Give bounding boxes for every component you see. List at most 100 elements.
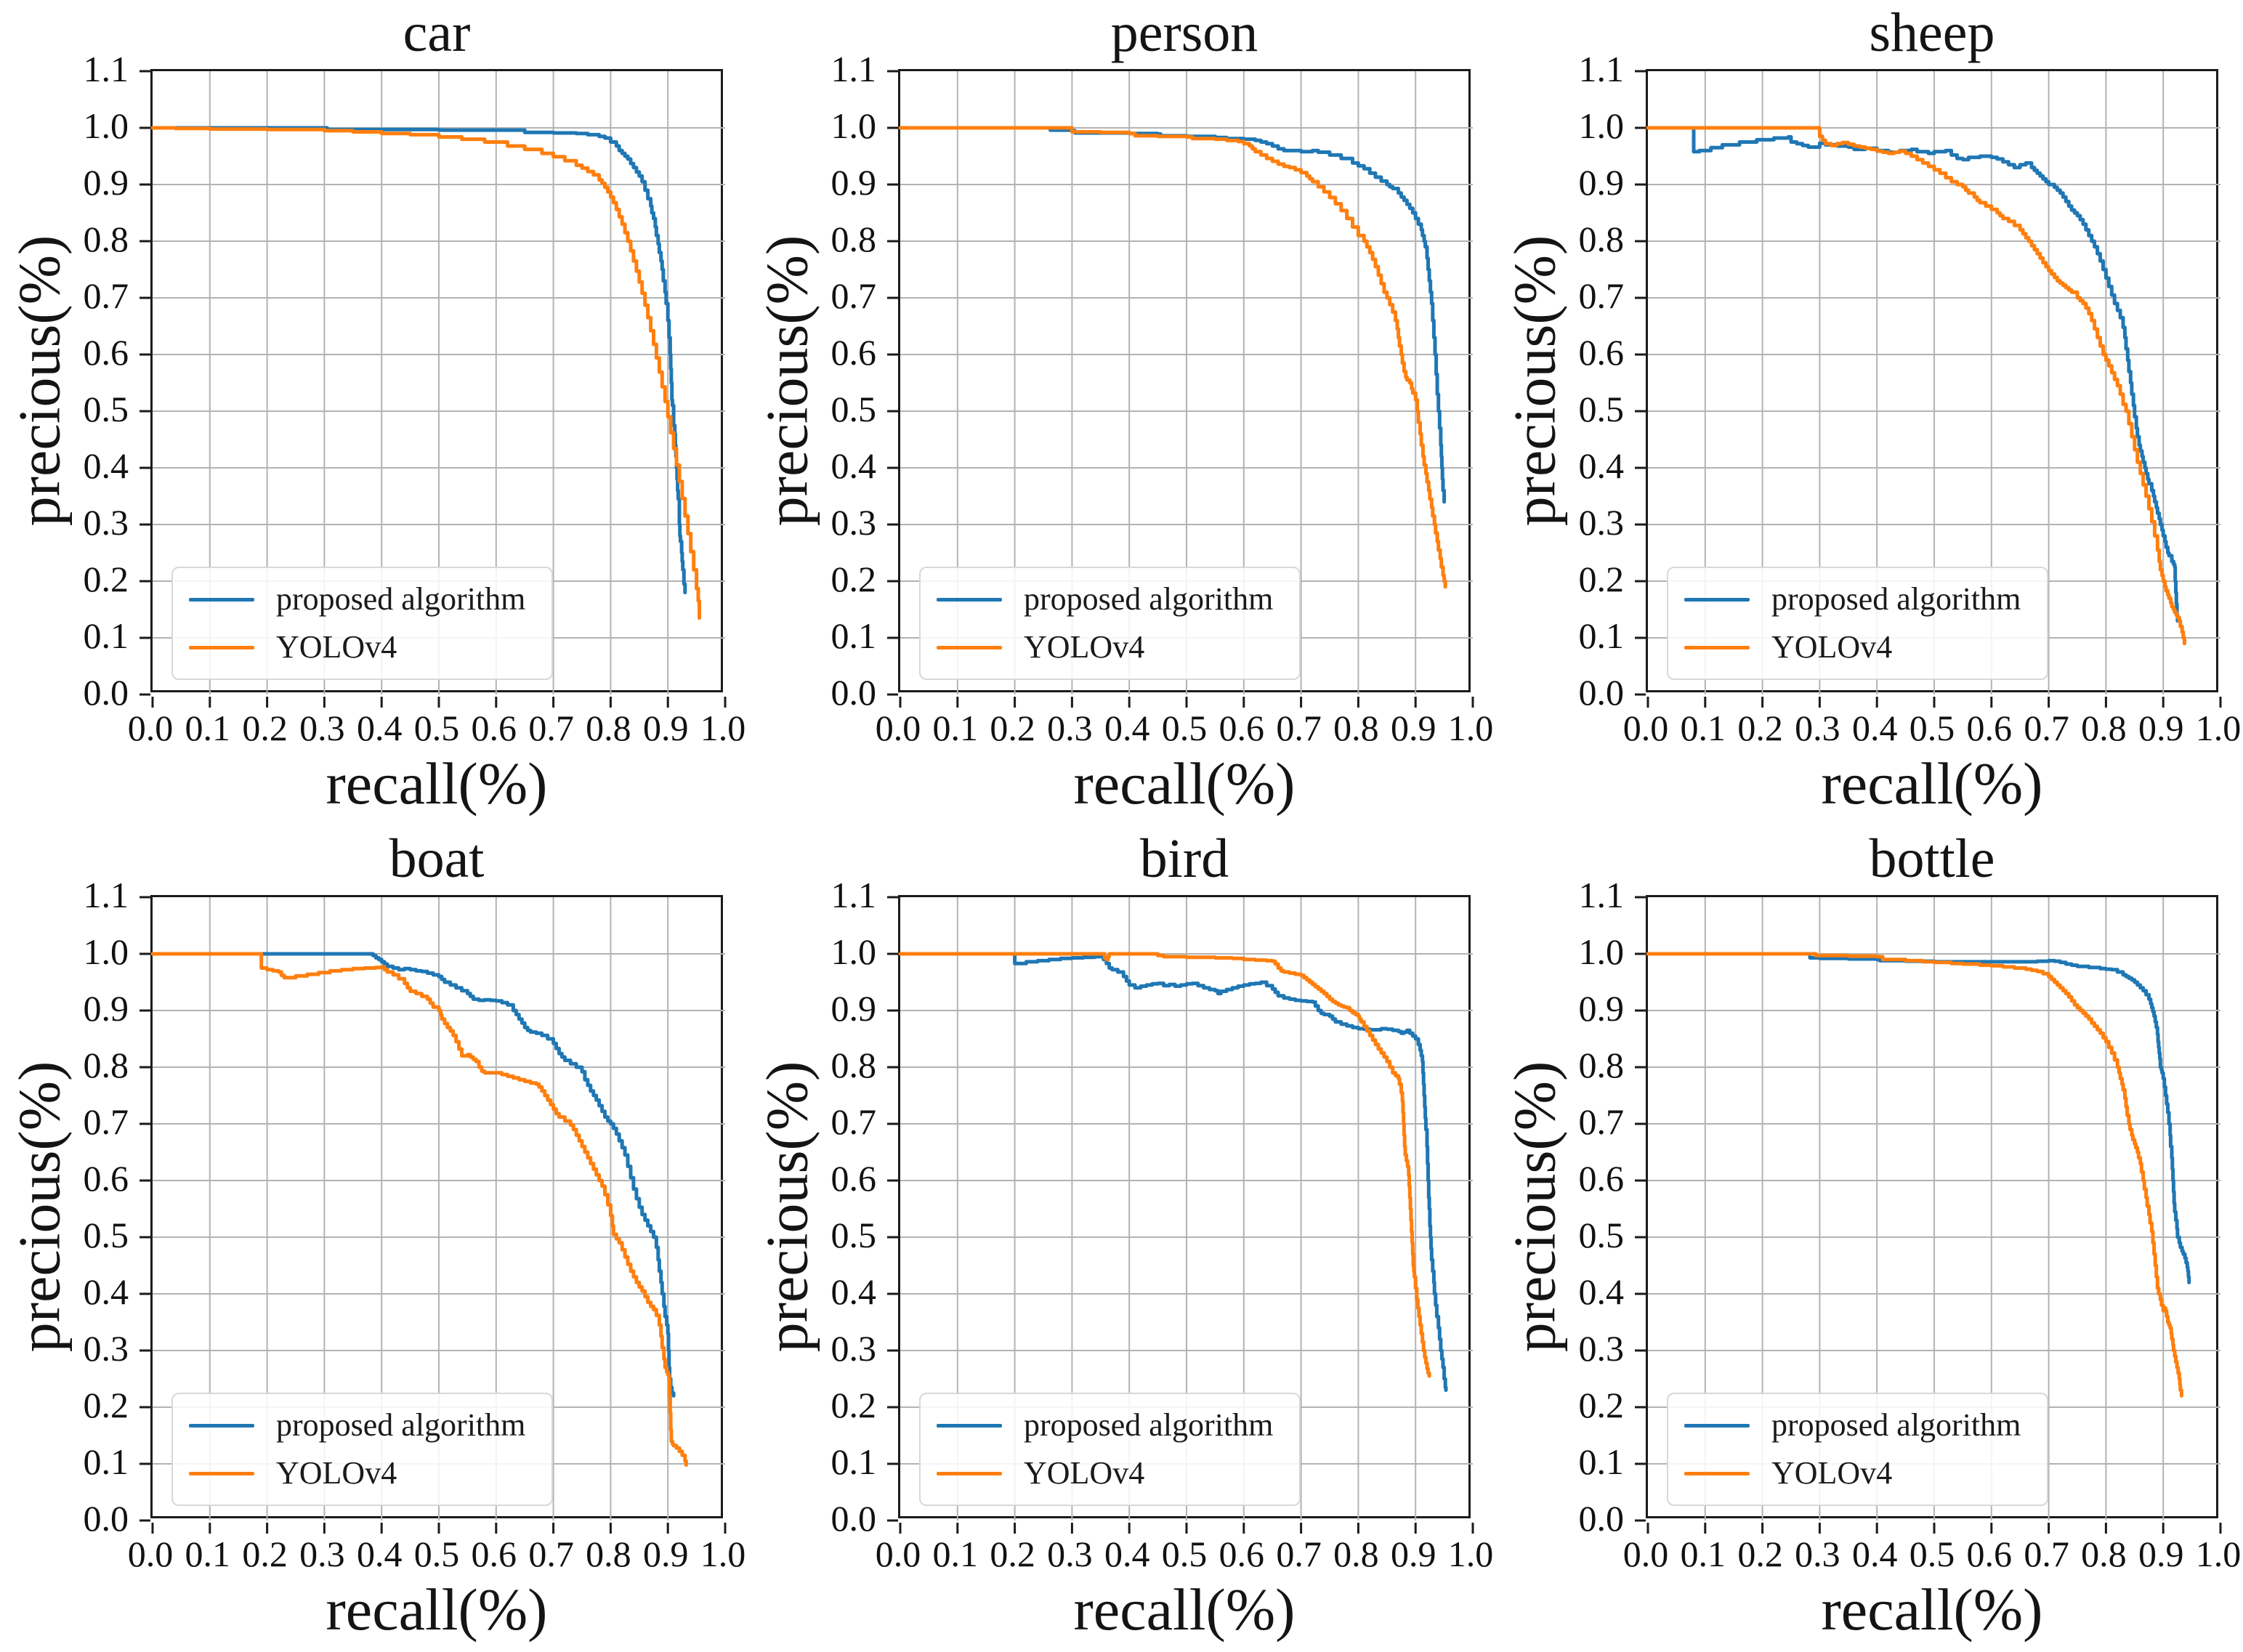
y-tick-label: 0.5 — [83, 389, 129, 429]
x-tick-label: 0.6 — [1966, 1534, 2013, 1574]
y-tick-label: 0.6 — [1578, 1158, 1625, 1199]
x-tick-label: 0.5 — [1909, 1534, 1955, 1574]
x-tick-label: 0.8 — [586, 708, 631, 748]
x-tick-label: 0.6 — [471, 708, 517, 748]
chart-title: car — [403, 2, 471, 63]
x-tick-label: 0.3 — [299, 708, 345, 748]
x-tick-label: 0.0 — [1622, 1534, 1669, 1574]
axes-region: person precious(%) 0.0 0.1 0.2 0.3 0.4 0.5 0.6… — [754, 2, 1493, 817]
plot-area: proposed algorithm YOLOv4 — [1635, 69, 2222, 708]
x-tick-label: 1.0 — [700, 1534, 746, 1574]
series-line-proposed-algorithm — [1646, 952, 2191, 1284]
legend: proposed algorithm YOLOv4 — [1667, 567, 2049, 680]
x-tick-label: 0.4 — [1104, 1534, 1150, 1574]
x-tick-label: 0.0 — [875, 708, 921, 748]
x-tick-label: 0.7 — [2024, 1534, 2069, 1574]
x-tick-label: 0.7 — [528, 708, 574, 748]
y-tick-label: 0.0 — [83, 1498, 129, 1539]
y-tick-label: 1.0 — [830, 105, 877, 146]
series-line-proposed-algorithm — [1646, 126, 2180, 623]
x-tick-label: 0.4 — [1104, 708, 1150, 748]
x-tick-label: 0.3 — [1047, 708, 1093, 748]
legend-line-yolov4 — [189, 1471, 254, 1475]
x-tick-label: 1.0 — [1447, 1534, 1494, 1574]
y-tick-label: 0.9 — [83, 162, 129, 203]
series-line-proposed-algorithm — [1013, 952, 1448, 1393]
legend-entry-yolov4: YOLOv4 — [937, 1455, 1273, 1491]
legend-entry-proposed-algorithm: proposed algorithm — [937, 1407, 1273, 1444]
x-tick-label: 0.1 — [185, 708, 231, 748]
y-tick-label: 0.8 — [83, 1045, 129, 1085]
series-line-yolov4 — [150, 952, 688, 1467]
y-tick-label: 0.4 — [1578, 445, 1625, 486]
legend-entry-yolov4: YOLOv4 — [1684, 629, 2021, 665]
y-tick-label: 0.0 — [1578, 672, 1625, 713]
y-tick-label: 0.3 — [830, 502, 877, 543]
y-tick-label: 0.3 — [83, 502, 129, 543]
legend-entry-yolov4: YOLOv4 — [189, 629, 525, 665]
plot-area: proposed algorithm YOLOv4 — [887, 69, 1474, 708]
y-tick-label: 0.8 — [830, 219, 877, 259]
series-line-yolov4 — [898, 952, 1431, 1378]
y-tick-label: 0.6 — [83, 332, 129, 373]
x-axis-label: recall(%) — [1073, 1576, 1296, 1643]
y-tick-label: 0.8 — [830, 1045, 877, 1085]
legend: proposed algorithm YOLOv4 — [1667, 1393, 2049, 1506]
x-tick-label: 0.5 — [413, 708, 460, 748]
legend: proposed algorithm YOLOv4 — [171, 567, 554, 680]
y-tick-label: 0.6 — [830, 332, 877, 373]
x-tick-label: 0.1 — [932, 708, 979, 748]
x-axis-label: recall(%) — [1821, 1576, 2043, 1643]
legend-label: proposed algorithm — [1024, 1407, 1274, 1443]
y-tick-label: 1.1 — [1578, 875, 1625, 915]
x-tick-label: 0.2 — [990, 1534, 1035, 1574]
y-tick-label: 0.7 — [1578, 1101, 1625, 1142]
y-tick-label: 0.5 — [1578, 1215, 1625, 1255]
chart-title: sheep — [1869, 2, 1995, 63]
x-tick-label: 0.8 — [2081, 708, 2127, 748]
legend-line-yolov4 — [1684, 645, 1750, 649]
x-tick-label: 0.4 — [356, 708, 403, 748]
y-tick-label: 0.1 — [830, 1441, 877, 1482]
y-tick-label: 0.2 — [1578, 1385, 1625, 1425]
y-tick-label: 0.2 — [1578, 559, 1625, 599]
y-tick-label: 0.3 — [1578, 1328, 1625, 1369]
x-tick-label: 1.0 — [2195, 708, 2242, 748]
y-tick-label: 1.0 — [83, 931, 129, 972]
y-tick-label: 0.7 — [1578, 275, 1625, 316]
legend-entry-proposed-algorithm: proposed algorithm — [937, 581, 1273, 618]
y-tick-labels: 0.0 0.1 0.2 0.3 0.4 0.5 0.6 0.7 0.8 0.9 1.0 1.1 — [767, 875, 877, 1539]
x-tick-label: 0.4 — [1851, 1534, 1898, 1574]
legend-line-proposed-algorithm — [189, 1423, 254, 1428]
y-tick-label: 1.0 — [83, 105, 129, 146]
y-tick-label: 0.1 — [1578, 1441, 1625, 1482]
x-tick-label: 0.8 — [586, 1534, 631, 1574]
legend-entry-proposed-algorithm: proposed algorithm — [189, 581, 525, 618]
x-tick-label: 1.0 — [700, 708, 746, 748]
x-tick-label: 0.6 — [471, 1534, 517, 1574]
x-tick-label: 0.1 — [185, 1534, 231, 1574]
x-axis-label: recall(%) — [1821, 750, 2043, 817]
y-tick-label: 0.7 — [83, 275, 129, 316]
legend-line-proposed-algorithm — [189, 597, 254, 602]
x-tick-label: 0.0 — [127, 708, 174, 748]
y-tick-label: 0.8 — [83, 219, 129, 259]
subplot-bottle: bottle precious(%) 0.0 0.1 0.2 0.3 0.4 0.5 0.6… — [1495, 826, 2243, 1652]
legend-line-proposed-algorithm — [937, 1423, 1002, 1428]
y-tick-label: 0.4 — [830, 445, 877, 486]
subplot-person: person precious(%) 0.0 0.1 0.2 0.3 0.4 0.5 0.6… — [748, 0, 1495, 826]
x-tick-label: 0.7 — [1276, 708, 1322, 748]
y-tick-label: 0.4 — [1578, 1271, 1625, 1312]
y-tick-label: 0.2 — [830, 559, 877, 599]
legend-line-yolov4 — [189, 645, 254, 649]
x-tick-label: 0.8 — [2081, 1534, 2127, 1574]
legend-label: YOLOv4 — [1771, 1455, 1893, 1491]
x-tick-label: 0.2 — [1737, 708, 1783, 748]
y-tick-label: 0.5 — [830, 1215, 877, 1255]
legend-label: proposed algorithm — [276, 581, 526, 617]
y-tick-label: 0.3 — [83, 1328, 129, 1369]
x-tick-label: 0.9 — [1390, 1534, 1436, 1574]
y-tick-label: 0.1 — [83, 615, 129, 656]
x-tick-labels: 0.0 0.1 0.2 0.3 0.4 0.5 0.6 0.7 0.8 0.9 1.0 — [128, 1534, 746, 1578]
x-tick-label: 0.6 — [1966, 708, 2013, 748]
